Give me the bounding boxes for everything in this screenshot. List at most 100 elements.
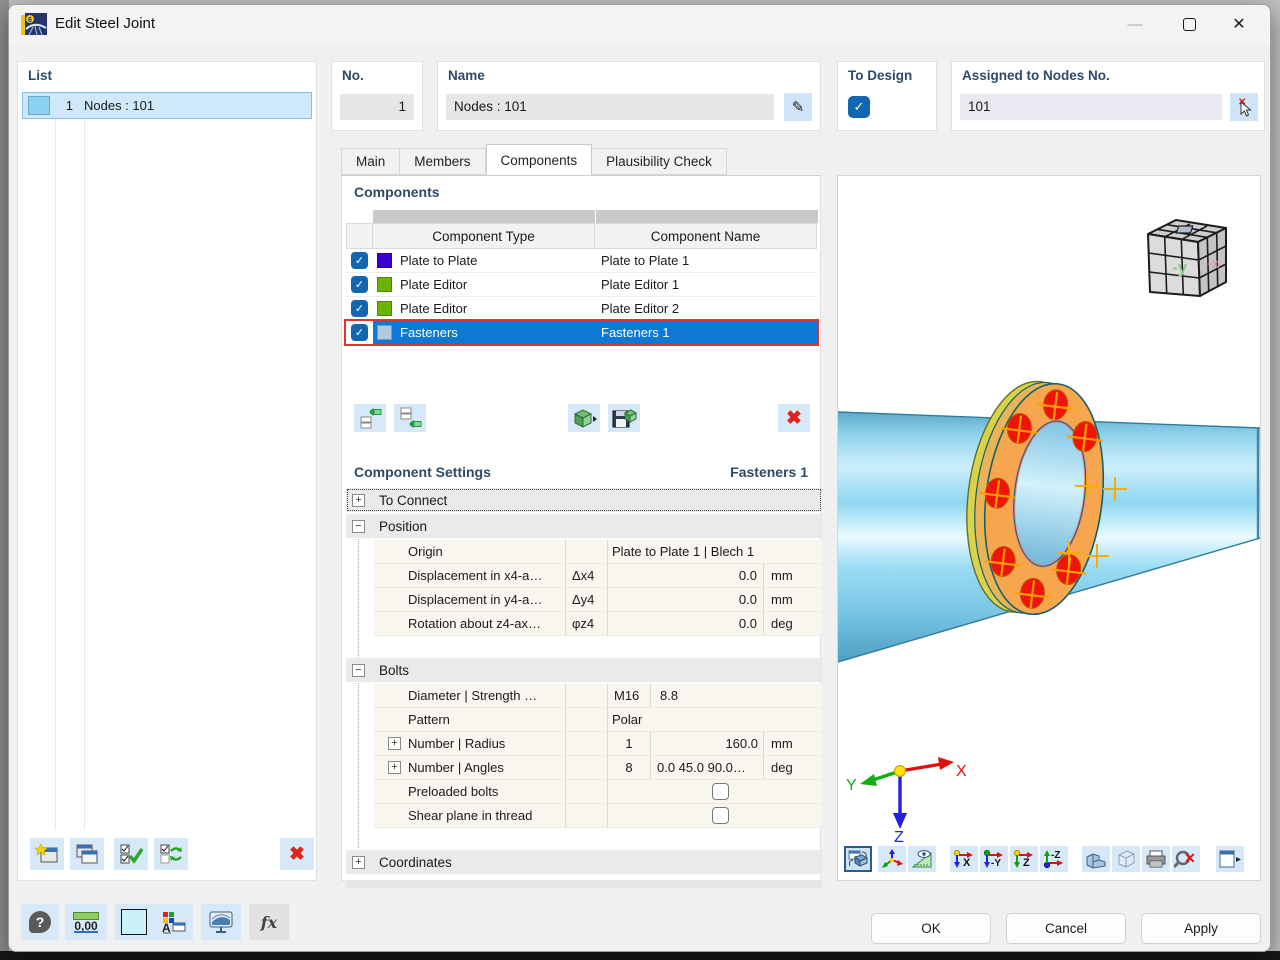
- row-checkbox[interactable]: ✓: [351, 300, 368, 317]
- save-component-button[interactable]: [608, 404, 640, 432]
- component-row-plate-editor-2[interactable]: ✓ Plate Editor Plate Editor 2: [346, 297, 817, 321]
- component-row-fasteners[interactable]: ✓ Fasteners Fasteners 1: [346, 321, 817, 345]
- group-coordinates[interactable]: + Coordinates: [346, 850, 822, 874]
- view-x-button[interactable]: X: [950, 846, 978, 872]
- viewport-toolbar: X -Y Z: [838, 846, 1260, 876]
- joint-number-field[interactable]: 1: [340, 94, 414, 120]
- tab-components[interactable]: Components: [485, 144, 593, 175]
- units-button[interactable]: 0,00: [65, 904, 107, 940]
- select-nodes-button[interactable]: ✕: [1230, 93, 1258, 121]
- components-toolbar: ✖: [342, 404, 820, 436]
- solid-model-button[interactable]: [1082, 846, 1110, 872]
- display-settings-button[interactable]: A: [153, 904, 193, 940]
- rotate-view-button[interactable]: [844, 846, 872, 872]
- row-checkbox[interactable]: ✓: [351, 252, 368, 269]
- wireframe-button[interactable]: [1112, 846, 1140, 872]
- insert-row-below-icon: [400, 407, 422, 428]
- collapse-icon[interactable]: −: [352, 519, 365, 533]
- formula-button[interactable]: fx: [249, 904, 289, 940]
- preloaded-bolts-checkbox[interactable]: [712, 783, 729, 800]
- setting-row-number-angles[interactable]: + Number | Angles 8 0.0 45.0 90.0… deg: [374, 756, 822, 780]
- print-button[interactable]: [1142, 846, 1170, 872]
- list-panel-title: List: [28, 68, 53, 83]
- insert-row-above-icon: [360, 408, 382, 429]
- work-plane-button[interactable]: [908, 846, 936, 872]
- color-swatch-button[interactable]: [115, 904, 153, 940]
- pattern-value[interactable]: Polar: [612, 712, 643, 727]
- view-minus-y-button[interactable]: -Y: [980, 846, 1008, 872]
- setting-row-displacement-y[interactable]: Displacement in y4-a… Δy4 0.0 mm: [374, 588, 822, 612]
- row-checkbox[interactable]: ✓: [351, 324, 368, 341]
- expand-icon[interactable]: +: [352, 493, 365, 507]
- invert-checks-button[interactable]: [154, 838, 188, 870]
- rendering-button[interactable]: [201, 904, 241, 940]
- component-row-plate-to-plate[interactable]: ✓ Plate to Plate Plate to Plate 1: [346, 249, 817, 273]
- radius-value[interactable]: 160.0: [725, 736, 758, 751]
- new-joint-button[interactable]: [30, 838, 64, 870]
- group-bolts[interactable]: − Bolts: [346, 658, 822, 682]
- shear-plane-checkbox[interactable]: [712, 807, 729, 824]
- apply-button[interactable]: Apply: [1141, 913, 1261, 944]
- navigation-cube[interactable]: -y -x: [1147, 219, 1227, 297]
- setting-row-rotation-z[interactable]: Rotation about z4-ax… φz4 0.0 deg: [374, 612, 822, 636]
- strength-value[interactable]: 8.8: [660, 688, 679, 703]
- header-component-name[interactable]: Component Name: [595, 223, 817, 249]
- setting-row-displacement-x[interactable]: Displacement in x4-a… Δx4 0.0 mm: [374, 564, 822, 588]
- header-component-type[interactable]: Component Type: [373, 223, 595, 249]
- add-component-button[interactable]: [354, 404, 386, 432]
- collapse-icon[interactable]: −: [352, 663, 365, 677]
- delete-joint-button[interactable]: ✖: [280, 838, 314, 870]
- tab-main[interactable]: Main: [341, 148, 401, 175]
- background-app-left: [0, 0, 9, 960]
- edit-name-button[interactable]: ✎: [784, 93, 812, 121]
- cancel-button[interactable]: Cancel: [1006, 913, 1126, 944]
- ok-button[interactable]: OK: [871, 913, 991, 944]
- flange-plate[interactable]: [954, 375, 1115, 622]
- joint-name-field[interactable]: Nodes : 101: [446, 94, 774, 120]
- setting-label: + Number | Radius: [374, 732, 566, 755]
- to-design-checkbox[interactable]: ✓: [848, 96, 870, 118]
- close-button[interactable]: ✕: [1232, 16, 1246, 33]
- help-button[interactable]: ?: [21, 904, 59, 940]
- group-to-connect[interactable]: + To Connect: [346, 488, 822, 512]
- check-all-button[interactable]: [114, 838, 148, 870]
- setting-row-pattern[interactable]: Pattern Polar: [374, 708, 822, 732]
- origin-value[interactable]: Plate to Plate 1 | Blech 1: [612, 544, 755, 559]
- setting-row-diameter-strength[interactable]: Diameter | Strength … M16 8.8: [374, 684, 822, 708]
- value-field[interactable]: 0.0: [738, 592, 757, 607]
- component-row-plate-editor-1[interactable]: ✓ Plate Editor Plate Editor 1: [346, 273, 817, 297]
- setting-row-number-radius[interactable]: + Number | Radius 1 160.0 mm: [374, 732, 822, 756]
- insert-component-button[interactable]: [394, 404, 426, 432]
- value-field[interactable]: 0.0: [738, 568, 757, 583]
- angles-count[interactable]: 8: [608, 756, 651, 779]
- delete-component-button[interactable]: ✖: [778, 404, 810, 432]
- clear-zoom-button[interactable]: ✕: [1172, 846, 1200, 872]
- expand-icon[interactable]: +: [388, 761, 401, 774]
- view-minus-z-button[interactable]: -Z: [1040, 846, 1068, 872]
- list-row-nodes-101[interactable]: 1 Nodes : 101: [22, 92, 312, 119]
- setting-row-shear-plane[interactable]: Shear plane in thread: [374, 804, 822, 828]
- view-z-button[interactable]: Z: [1010, 846, 1038, 872]
- diameter-value[interactable]: M16: [608, 684, 651, 707]
- tab-members[interactable]: Members: [400, 148, 486, 175]
- viewport-3d[interactable]: -y -x X Y Z: [837, 175, 1261, 881]
- radius-count[interactable]: 1: [608, 732, 651, 755]
- copy-windows-icon: [76, 844, 98, 864]
- setting-row-preloaded-bolts[interactable]: Preloaded bolts: [374, 780, 822, 804]
- copy-joint-button[interactable]: [70, 838, 104, 870]
- row-checkbox[interactable]: ✓: [351, 276, 368, 293]
- expand-icon[interactable]: +: [388, 737, 401, 750]
- side-panel-button[interactable]: [1216, 846, 1244, 872]
- assigned-nodes-field[interactable]: 101: [960, 94, 1222, 120]
- joint-name: Nodes : 101: [84, 98, 155, 113]
- value-field[interactable]: 0.0: [738, 616, 757, 631]
- minimize-button[interactable]: —: [1127, 15, 1143, 33]
- maximize-button[interactable]: [1166, 7, 1212, 41]
- group-position[interactable]: − Position: [346, 514, 822, 538]
- setting-row-origin[interactable]: Origin Plate to Plate 1 | Blech 1: [374, 540, 822, 564]
- isometric-view-button[interactable]: [878, 846, 906, 872]
- import-component-button[interactable]: [568, 404, 600, 432]
- angles-value[interactable]: 0.0 45.0 90.0…: [657, 760, 746, 775]
- tab-plausibility-check[interactable]: Plausibility Check: [592, 148, 727, 175]
- expand-icon[interactable]: +: [352, 855, 365, 869]
